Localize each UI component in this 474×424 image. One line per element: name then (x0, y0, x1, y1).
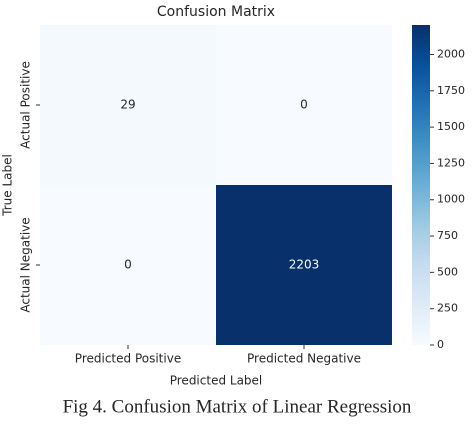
colorbar-tick-label: 250 (437, 302, 458, 315)
chart-title: Confusion Matrix (157, 4, 275, 20)
cell (216, 185, 392, 345)
colorbar-tick-label: 2000 (437, 47, 465, 60)
cell-label: 0 (124, 258, 132, 272)
cell-label: 2203 (289, 258, 320, 272)
colorbar-tick-label: 1250 (437, 156, 465, 169)
y-axis-label: True Label (1, 154, 15, 217)
colorbar-tick-label: 500 (437, 265, 458, 278)
cell (40, 25, 216, 185)
x-tick-label: Predicted Negative (247, 352, 361, 366)
x-tick-label: Predicted Positive (75, 352, 181, 366)
y-tick-label: Actual Negative (19, 217, 33, 312)
cell-label: 29 (120, 98, 135, 112)
cell (40, 185, 216, 345)
colorbar-tick-label: 1000 (437, 193, 465, 206)
colorbar-tick-label: 1750 (437, 84, 465, 97)
colorbar-tick-label: 1500 (437, 120, 465, 133)
x-axis-label: Predicted Label (170, 374, 263, 388)
colorbar-tick-label: 750 (437, 229, 458, 242)
colorbar (412, 25, 430, 345)
y-tick-label: Actual Positive (19, 61, 33, 149)
caption: Fig 4. Confusion Matrix of Linear Regres… (63, 396, 412, 417)
cell-label: 0 (300, 98, 308, 112)
colorbar-tick-label: 0 (437, 338, 444, 351)
cell (216, 25, 392, 185)
